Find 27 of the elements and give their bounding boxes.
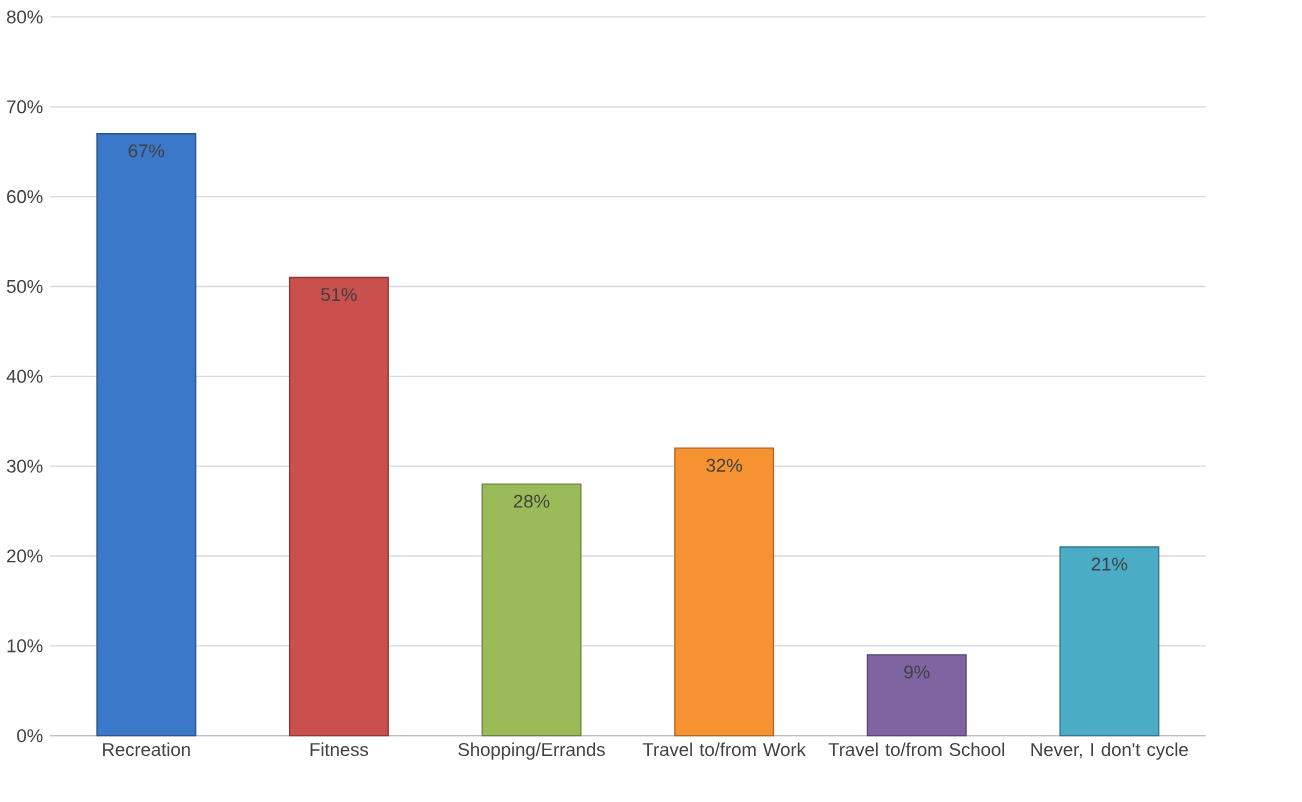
data-label: 67% [128,144,165,158]
x-tick-label: Travel to/from Work [642,742,806,756]
y-tick-label: 80% [7,10,43,24]
y-tick-label: 0% [17,728,43,743]
bar [96,132,197,737]
x-tick-label: Travel to/from School [828,742,1005,756]
y-tick-label: 10% [7,639,43,653]
x-tick-label: Recreation [103,742,190,756]
bar [288,276,389,737]
data-label: 21% [1091,557,1128,571]
bar [866,653,967,737]
y-tick-label: 40% [6,369,43,383]
data-label: 32% [706,458,742,472]
y-tick-label: 50% [6,279,43,293]
x-tick-label: Fitness [310,742,369,756]
x-tick-label: Shopping/Errands [458,742,605,760]
bar [674,447,775,737]
data-label: 9% [904,665,930,679]
y-tick-label: 70% [7,100,43,114]
x-tick-label: Never, I don't cycle [1031,742,1188,760]
y-tick-label: 60% [7,189,43,203]
y-tick-label: 30% [6,459,43,473]
data-label: 51% [321,287,357,301]
y-tick-label: 20% [7,549,43,563]
bar [481,483,582,737]
bar [1059,546,1160,737]
data-label: 28% [513,494,550,508]
